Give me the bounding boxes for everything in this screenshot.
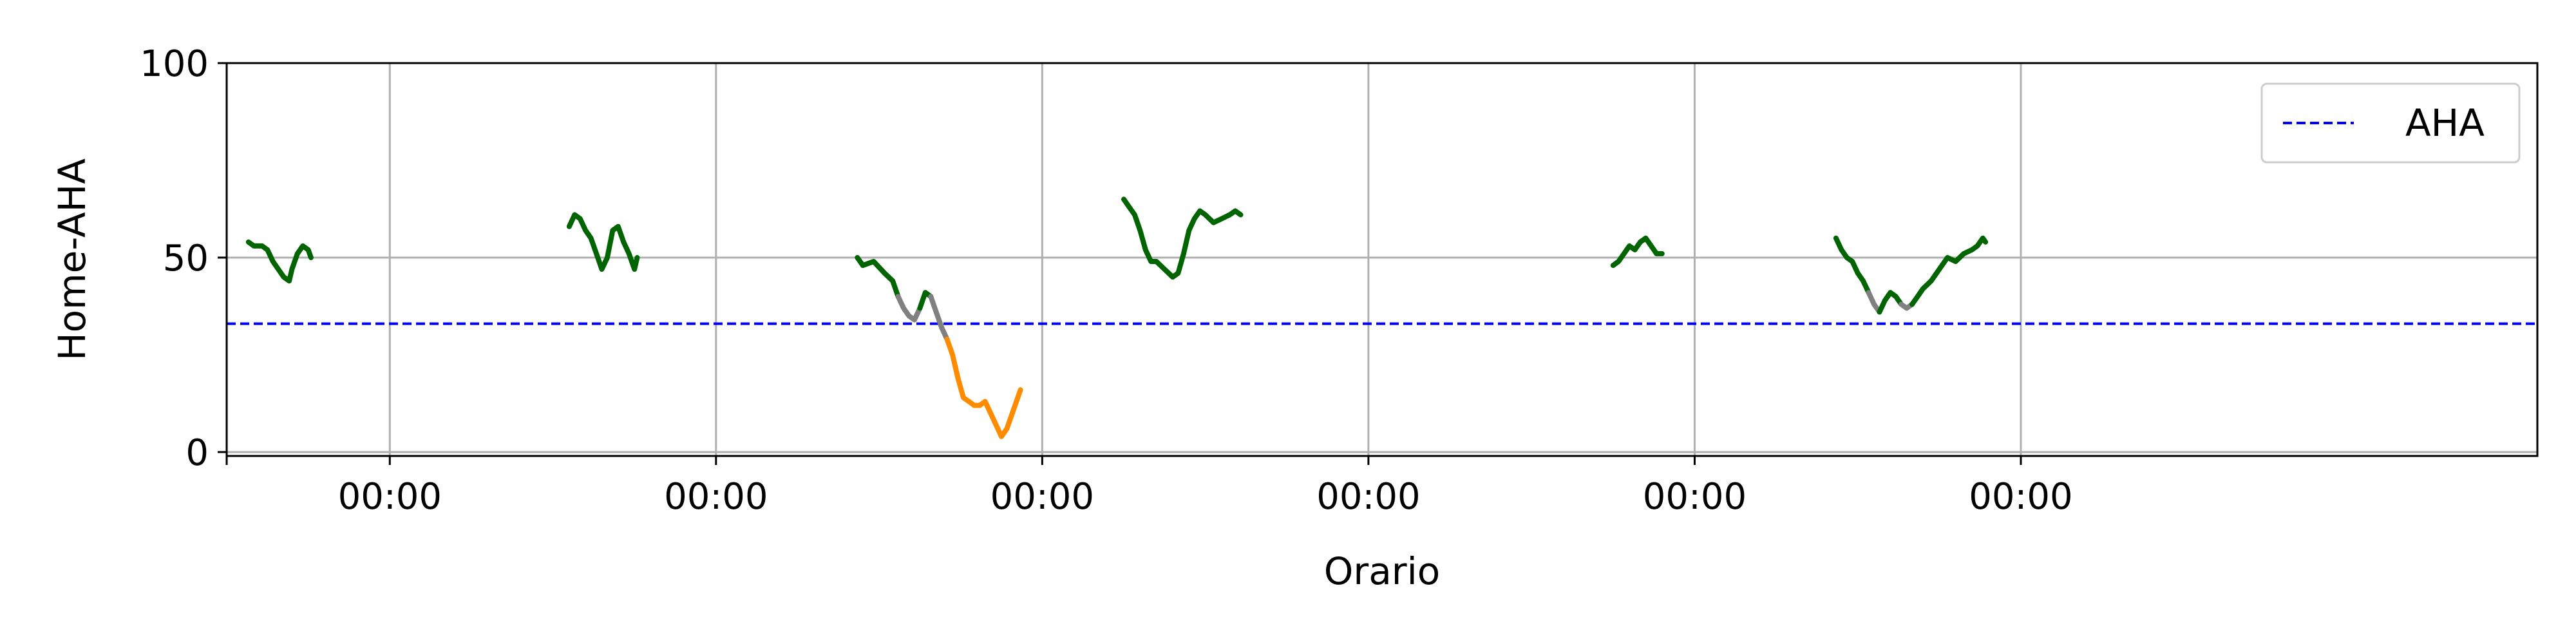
series-segment-9 (1833, 235, 1871, 296)
x-tick-label: 00:00 (990, 476, 1094, 518)
series-segment-8 (1610, 235, 1665, 269)
y-tick-label: 100 (140, 43, 209, 85)
legend: AHA (2260, 82, 2521, 164)
x-tick-label: 00:00 (1969, 476, 2072, 518)
x-tick-label: 00:00 (1316, 476, 1420, 518)
series-segment-13 (1909, 235, 1989, 307)
series-segment-10 (1866, 290, 1882, 315)
legend-box (2260, 82, 2521, 164)
y-tick-label: 0 (185, 432, 209, 474)
series-segment-6 (944, 336, 1023, 439)
series-segment-0 (245, 239, 314, 284)
x-tick-label: 00:00 (338, 476, 442, 518)
series-segment-2 (855, 255, 901, 299)
x-axis-label: Orario (1324, 549, 1441, 593)
series-segment-5 (928, 294, 950, 342)
x-tick-label: 00:00 (664, 476, 768, 518)
plot-frame (225, 62, 2539, 457)
series-segment-7 (1121, 196, 1244, 280)
series-segment-1 (566, 212, 640, 272)
series-segment-3 (895, 294, 923, 323)
y-axis-label: Home-AHA (50, 158, 94, 361)
x-tick-label: 00:00 (1643, 476, 1747, 518)
y-tick-label: 50 (163, 238, 209, 279)
series-segment-11 (1877, 290, 1904, 315)
legend-aha-label: AHA (2405, 101, 2485, 145)
series-layer (245, 196, 1989, 439)
ticks: 00:00 00:00 00:00 00:00 00:00 00:00 0 50 100 (140, 43, 2073, 518)
